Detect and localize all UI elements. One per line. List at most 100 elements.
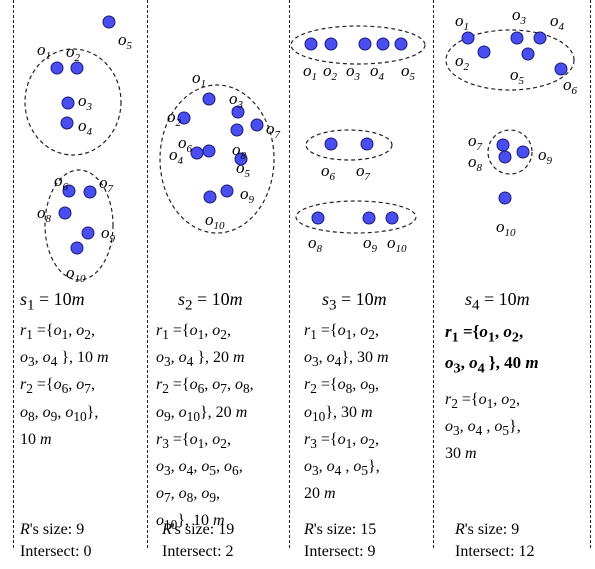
object-label: o9 — [101, 223, 116, 245]
rule-line: r1 ={o1, o2, — [304, 322, 379, 343]
object-label: o1 — [455, 11, 469, 33]
object-point — [498, 150, 512, 164]
object-point — [177, 111, 191, 125]
object-label: o9 — [363, 233, 378, 255]
object-point — [498, 191, 512, 205]
panel-4-footer: R's size: 9 Intersect: 12 — [455, 519, 535, 563]
cluster-ellipse — [445, 29, 575, 91]
rule-line: o10}, 10 m — [156, 512, 225, 533]
object-label: o7 — [356, 161, 371, 183]
object-point — [203, 190, 217, 204]
object-point — [394, 37, 408, 51]
object-label: o4 — [78, 116, 93, 138]
object-label: o2 — [167, 107, 182, 129]
object-label: o6 — [321, 161, 336, 183]
panel-2-size: R's size: 19 — [162, 521, 235, 538]
rule-line: 20 m — [304, 485, 336, 503]
cluster-ellipse — [24, 48, 122, 156]
object-label: o7 — [99, 173, 114, 195]
rule-line: 10 m — [20, 430, 52, 448]
object-label: o7 — [266, 119, 281, 141]
panel-divider-3 — [433, 0, 434, 548]
panel-2-s-label: s2 = 10m — [178, 289, 243, 314]
object-point — [376, 37, 390, 51]
panel-4-size: R's size: 9 — [455, 521, 520, 538]
object-point — [70, 241, 84, 255]
object-point — [510, 31, 524, 45]
rule-line: r2 ={o6, o7, o8, — [156, 376, 254, 397]
object-point — [220, 184, 234, 198]
object-label: o9 — [538, 145, 553, 167]
panel-1-intersect: Intersect: 0 — [20, 543, 92, 560]
rule-line: o10}, 30 m — [304, 403, 373, 424]
cluster-ellipse — [290, 25, 426, 65]
object-point — [324, 137, 338, 151]
rule-line: r2 ={o6, o7, — [20, 376, 95, 397]
object-label: o8 — [37, 203, 52, 225]
rule-line: o3, o4 }, 20 m — [156, 349, 245, 370]
panel-3-footer: R's size: 15 Intersect: 9 — [304, 519, 376, 563]
object-point — [250, 118, 264, 132]
object-label: o10 — [387, 233, 407, 255]
object-label: o8 — [308, 233, 323, 255]
panel-2-footer: R's size: 19 Intersect: 2 — [162, 519, 234, 563]
object-point — [304, 37, 318, 51]
rule-line: o3, o4 }, 10 m — [20, 349, 109, 370]
object-label: o3 — [512, 5, 527, 27]
object-label: o4 — [169, 145, 184, 167]
object-label: o5 — [401, 61, 416, 83]
object-point — [70, 61, 84, 75]
cluster-ellipse — [295, 200, 417, 234]
rule-line: r3 ={o1, o2, — [304, 430, 379, 451]
rule-line: r2 ={o1, o2, — [445, 390, 520, 411]
object-point — [234, 152, 248, 166]
object-label: o10 — [205, 210, 225, 232]
cluster-ellipse — [487, 129, 533, 175]
object-label: o5 — [236, 158, 251, 180]
panel-1-footer: R's size: 9 Intersect: 0 — [20, 519, 92, 563]
object-label: o1 — [303, 61, 317, 83]
rule-line: o3, o4 , o5}, — [445, 417, 521, 439]
object-label: o7 — [468, 131, 483, 153]
panel-divider-right — [590, 0, 591, 548]
object-point — [230, 123, 244, 137]
object-label: o4 — [550, 11, 565, 33]
rule-line: 30 m — [445, 445, 477, 463]
panel-divider-1 — [147, 0, 148, 548]
rule-line: o7, o8, o9, — [156, 485, 221, 506]
cluster-ellipse — [44, 169, 114, 281]
rule-line: o3, o4, o5, o6, — [156, 457, 243, 479]
object-point — [461, 31, 475, 45]
object-point — [83, 185, 97, 199]
panel-4-s-label: s4 = 10m — [465, 289, 530, 314]
rule-line: r1 ={o1, o2, — [445, 322, 524, 346]
object-point — [358, 37, 372, 51]
object-point — [190, 146, 204, 160]
panel-1-rules: r1 ={o1, o2, o3, o4 }, 10 m r2 ={o6, o7,… — [20, 319, 109, 451]
object-point — [324, 37, 338, 51]
object-label: o6 — [54, 171, 69, 193]
object-label: o1 — [192, 68, 206, 90]
object-point — [202, 144, 216, 158]
object-point — [533, 31, 547, 45]
object-point — [554, 62, 568, 76]
object-label: o2 — [455, 51, 470, 73]
rule-line: r3 ={o1, o2, — [156, 430, 231, 451]
object-label: o2 — [323, 61, 338, 83]
panel-2-rules: r1 ={o1, o2, o3, o4 }, 20 m r2 ={o6, o7,… — [156, 319, 254, 537]
rule-line: r1 ={o1, o2, — [20, 322, 95, 343]
object-label: o3 — [229, 89, 244, 111]
rule-line: o3, o4}, 30 m — [304, 349, 389, 370]
object-label: o10 — [66, 263, 86, 285]
panel-1-s-label: s1 = 10m — [20, 289, 85, 314]
object-point — [477, 45, 491, 59]
panel-3-size: R's size: 15 — [304, 521, 377, 538]
object-point — [231, 105, 245, 119]
object-label: o4 — [370, 61, 385, 83]
object-label: o2 — [66, 42, 81, 64]
object-label: o1 — [37, 40, 51, 62]
object-point — [521, 47, 535, 61]
panel-divider-left — [13, 0, 14, 548]
panel-4-intersect: Intersect: 12 — [455, 543, 535, 560]
cluster-ellipse — [159, 84, 275, 234]
